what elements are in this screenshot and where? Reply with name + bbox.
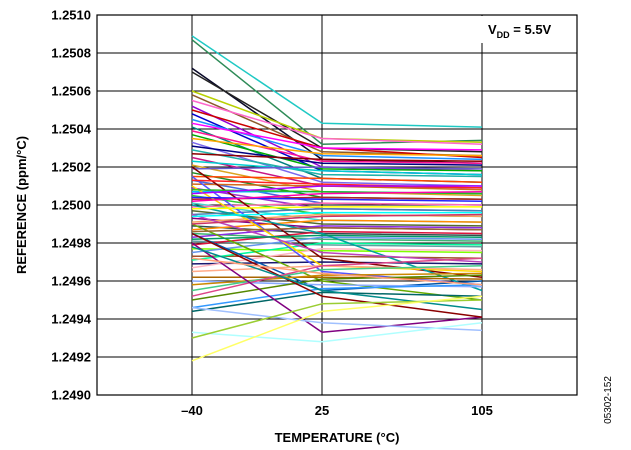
y-tick-label: 1.2498 <box>51 236 91 251</box>
series-line <box>191 227 483 233</box>
x-tick-label: 105 <box>471 403 493 418</box>
y-axis-title: REFERENCE (ppm/°C) <box>14 136 29 274</box>
annotation-prefix: V <box>488 22 497 37</box>
series-line <box>191 130 483 164</box>
series-line <box>191 145 483 166</box>
series-line <box>191 246 483 311</box>
series-line <box>191 206 482 210</box>
y-tick-label: 1.2500 <box>51 198 91 213</box>
series-line <box>191 223 483 301</box>
series-line <box>191 99 483 145</box>
series-line <box>191 208 483 216</box>
annotation-label: VDD = 5.5V <box>488 22 552 40</box>
series-line <box>191 230 483 246</box>
series-line <box>191 284 483 309</box>
series-line <box>191 166 483 170</box>
series-line <box>191 213 483 263</box>
series-line <box>191 247 483 254</box>
y-tick-label: 1.2504 <box>51 122 92 137</box>
figure-id: 05302-152 <box>603 376 614 424</box>
series-line <box>191 272 483 286</box>
series-line <box>191 149 483 178</box>
series-line <box>191 185 482 195</box>
series-line <box>191 236 483 254</box>
series-line <box>191 133 483 172</box>
series-line <box>192 276 483 280</box>
y-axis-ticks: 1.2490 1.2492 1.2494 1.2496 1.2498 1.2500 1.25… <box>51 8 92 403</box>
x-axis-title: TEMPERATURE (°C) <box>275 430 400 445</box>
series-line <box>191 257 483 297</box>
series-line <box>191 71 483 153</box>
series-line <box>191 257 483 286</box>
x-tick-label: –40 <box>181 403 203 418</box>
series-line <box>191 242 483 334</box>
y-tick-label: 1.2502 <box>51 160 91 175</box>
series-line <box>191 190 483 202</box>
series-line <box>191 291 483 313</box>
series-line <box>191 160 483 176</box>
grid <box>97 14 577 396</box>
x-tick-label: 25 <box>315 403 329 418</box>
series-line <box>191 35 483 128</box>
series-line <box>191 122 483 151</box>
series-line <box>191 322 483 343</box>
annotation-suffix: = 5.5V <box>510 22 552 37</box>
annotation-subscript: DD <box>497 30 510 40</box>
annotation-background <box>478 16 576 43</box>
y-tick-label: 1.2506 <box>51 84 91 99</box>
series-line <box>191 137 483 157</box>
y-tick-label: 1.2492 <box>51 350 91 365</box>
plot-frame <box>96 14 578 396</box>
series-line <box>191 274 483 301</box>
series-line <box>191 265 483 292</box>
series-line <box>192 255 483 259</box>
series-line <box>191 232 483 242</box>
y-tick-label: 1.2510 <box>51 8 91 23</box>
series-line <box>191 202 483 208</box>
y-tick-label: 1.2494 <box>51 312 92 327</box>
series-line <box>191 225 483 239</box>
series-line <box>191 152 483 163</box>
series-line <box>191 234 483 240</box>
series-line <box>191 306 483 332</box>
y-tick-label: 1.2508 <box>51 46 91 61</box>
x-axis-ticks: –40 25 105 <box>181 403 493 418</box>
series-line <box>191 213 483 225</box>
y-tick-label: 1.2496 <box>51 274 91 289</box>
series-line <box>191 175 483 183</box>
series-line <box>191 232 483 318</box>
y-tick-label: 1.2490 <box>51 388 91 403</box>
series-lines <box>191 35 483 362</box>
series-line <box>191 211 482 218</box>
vdd-annotation: VDD = 5.5V <box>478 16 576 43</box>
series-line <box>191 295 483 362</box>
